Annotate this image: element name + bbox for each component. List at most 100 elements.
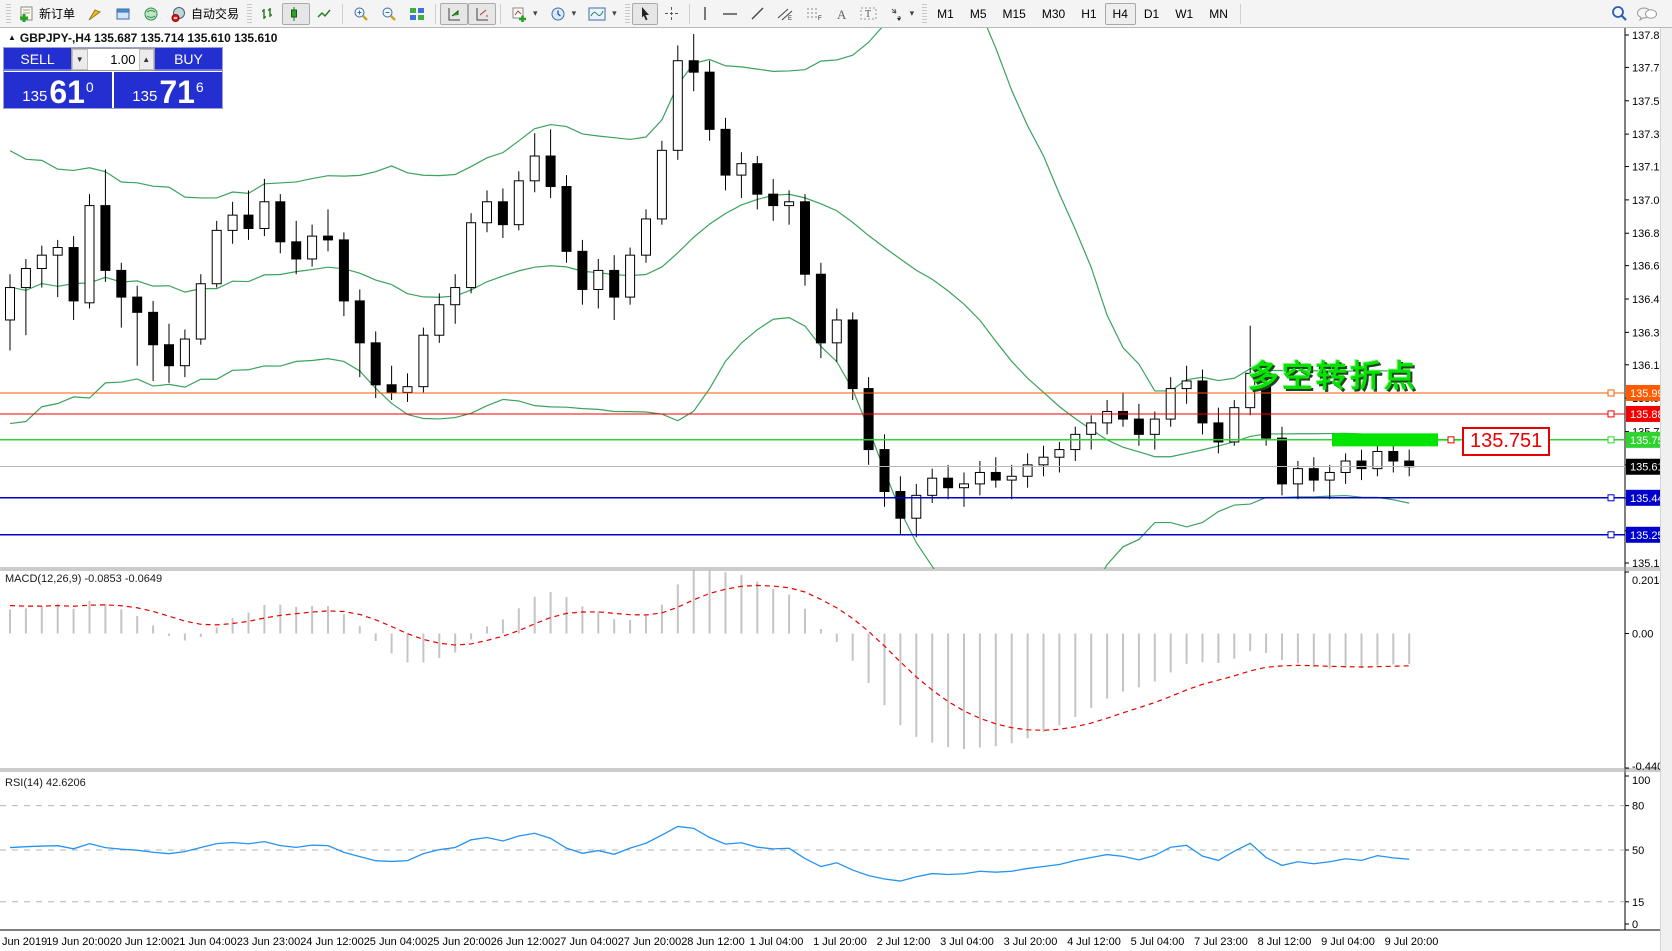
svg-text:80: 80 bbox=[1632, 801, 1644, 813]
period-dropdown[interactable] bbox=[544, 3, 583, 25]
toolbar-separator bbox=[435, 3, 437, 24]
cursor-tool-button[interactable] bbox=[631, 2, 658, 25]
indicator-window-button-2[interactable] bbox=[468, 2, 497, 25]
turning-point-annotation[interactable]: 多空转折点 bbox=[1248, 359, 1418, 394]
candle-down bbox=[338, 239, 349, 302]
volume-decrease-button[interactable]: ▼ bbox=[72, 49, 88, 70]
svg-text:9 Jul 04:00: 9 Jul 04:00 bbox=[1321, 936, 1375, 948]
bar-chart-mode-button[interactable] bbox=[254, 3, 282, 25]
candle-up bbox=[784, 201, 795, 207]
add-indicator-dropdown[interactable] bbox=[505, 3, 544, 25]
timeframe-h1-button[interactable]: H1 bbox=[1081, 6, 1097, 21]
candle-down bbox=[68, 247, 79, 302]
tile-windows-button[interactable] bbox=[403, 3, 431, 25]
chat-icon[interactable] bbox=[1636, 6, 1658, 22]
toolbar-grip[interactable] bbox=[6, 3, 11, 24]
clock-icon bbox=[551, 7, 565, 20]
candlestick-mode-button[interactable] bbox=[282, 2, 311, 25]
line-handle bbox=[1607, 436, 1615, 444]
svg-text:5 Jul 04:00: 5 Jul 04:00 bbox=[1131, 936, 1185, 948]
svg-text:27 Jun 20:00: 27 Jun 20:00 bbox=[618, 936, 682, 948]
toolbar-grip[interactable] bbox=[247, 3, 253, 24]
channel-tool-button[interactable]: E bbox=[771, 3, 800, 25]
candle-up bbox=[672, 60, 683, 151]
template-icon bbox=[588, 7, 606, 20]
template-dropdown[interactable] bbox=[582, 3, 623, 25]
horizontal-line-tool-button[interactable] bbox=[716, 3, 744, 25]
candle-down bbox=[148, 311, 159, 346]
rsi-label: RSI(14) 42.6206 bbox=[5, 777, 86, 789]
candle-down bbox=[275, 201, 286, 243]
svg-text:7 Jul 23:00: 7 Jul 23:00 bbox=[1194, 936, 1248, 948]
svg-text:25 Jun 04:00: 25 Jun 04:00 bbox=[364, 936, 428, 948]
candle-down bbox=[990, 471, 1001, 481]
candle-up bbox=[52, 247, 63, 256]
macd-axis: 0.2014 0.00 -0.4402 bbox=[1625, 571, 1669, 773]
buy-button[interactable]: BUY bbox=[155, 48, 222, 71]
crosshair-tool-button[interactable] bbox=[658, 3, 685, 25]
buy-price[interactable]: 135 71 6 bbox=[114, 72, 222, 108]
rsi-axis: 100 80 50 15 0 bbox=[1625, 775, 1650, 931]
arrows-tool-dropdown[interactable] bbox=[883, 3, 921, 25]
search-icon[interactable] bbox=[1611, 5, 1628, 22]
vertical-line-tool-button[interactable] bbox=[694, 3, 716, 25]
price-tag-135751[interactable]: 135.751 bbox=[1462, 427, 1551, 456]
svg-text:135.997: 135.997 bbox=[1630, 388, 1670, 400]
volume-input[interactable] bbox=[87, 49, 139, 70]
indicator-window-button-1[interactable] bbox=[440, 2, 469, 25]
svg-text:135.610: 135.610 bbox=[1630, 462, 1670, 474]
svg-text:25 Jun 20:00: 25 Jun 20:00 bbox=[427, 936, 491, 948]
candle-down bbox=[688, 60, 699, 73]
svg-text:8 Jul 12:00: 8 Jul 12:00 bbox=[1258, 936, 1312, 948]
sell-price[interactable]: 135 61 0 bbox=[4, 72, 112, 108]
candle-down bbox=[386, 384, 397, 393]
candle-down bbox=[354, 300, 365, 344]
timeframe-d1-button[interactable]: D1 bbox=[1143, 6, 1160, 21]
timeframe-m15-button[interactable]: M15 bbox=[1002, 6, 1026, 21]
candle-up bbox=[20, 268, 31, 289]
new-chart-button[interactable] bbox=[109, 3, 137, 25]
zoom-out-button[interactable] bbox=[375, 3, 403, 25]
candle-up bbox=[593, 269, 604, 290]
candle-up bbox=[1324, 471, 1335, 481]
text-tool-button[interactable]: A bbox=[829, 3, 854, 25]
candle-up bbox=[831, 319, 842, 344]
timeframe-mn-button[interactable]: MN bbox=[1209, 6, 1228, 21]
auto-trading-button[interactable]: 自动交易 bbox=[165, 3, 245, 25]
label-tool-button[interactable]: T bbox=[854, 3, 883, 25]
horizontal-lines[interactable] bbox=[0, 389, 1625, 539]
timeframe-m5-button[interactable]: M5 bbox=[969, 6, 987, 21]
timeframe-w1-button[interactable]: W1 bbox=[1175, 6, 1194, 21]
candlestick-icon bbox=[291, 6, 298, 21]
highlight-rectangle[interactable] bbox=[1332, 433, 1460, 447]
volume-increase-button[interactable]: ▲ bbox=[138, 49, 154, 70]
timeframe-m1-button[interactable]: M1 bbox=[937, 6, 954, 21]
collapse-panel-icon[interactable]: ▲ bbox=[8, 33, 16, 42]
style-arrow-button[interactable] bbox=[81, 3, 109, 25]
svg-text:9 Jul 20:00: 9 Jul 20:00 bbox=[1385, 936, 1439, 948]
svg-text:2 Jul 12:00: 2 Jul 12:00 bbox=[877, 936, 931, 948]
bollinger-bands bbox=[9, 28, 1410, 569]
candle-down bbox=[1213, 422, 1224, 443]
zoom-in-button[interactable] bbox=[347, 3, 375, 25]
svg-text:20 Jun 12:00: 20 Jun 12:00 bbox=[110, 936, 174, 948]
candle-up bbox=[927, 477, 938, 496]
market-watch-button[interactable] bbox=[137, 3, 165, 25]
fibonacci-tool-button[interactable]: F bbox=[800, 3, 829, 25]
line-chart-mode-button[interactable] bbox=[310, 3, 338, 25]
sell-button[interactable]: SELL bbox=[4, 48, 71, 71]
timeframe-m30-button[interactable]: M30 bbox=[1041, 6, 1066, 21]
toolbar-grip[interactable] bbox=[922, 3, 928, 24]
candle-up bbox=[259, 201, 270, 229]
new-order-button[interactable]: 新订单 bbox=[13, 3, 81, 25]
text-icon: A bbox=[837, 7, 847, 21]
candle-up bbox=[84, 205, 95, 304]
trendline-tool-button[interactable] bbox=[744, 3, 771, 25]
toolbar-grip[interactable] bbox=[624, 3, 630, 24]
gold-pointer-icon bbox=[88, 8, 102, 20]
svg-text:0: 0 bbox=[1632, 919, 1638, 931]
timeframe-h4-button[interactable]: H4 bbox=[1104, 2, 1136, 25]
candle-down bbox=[545, 155, 556, 188]
